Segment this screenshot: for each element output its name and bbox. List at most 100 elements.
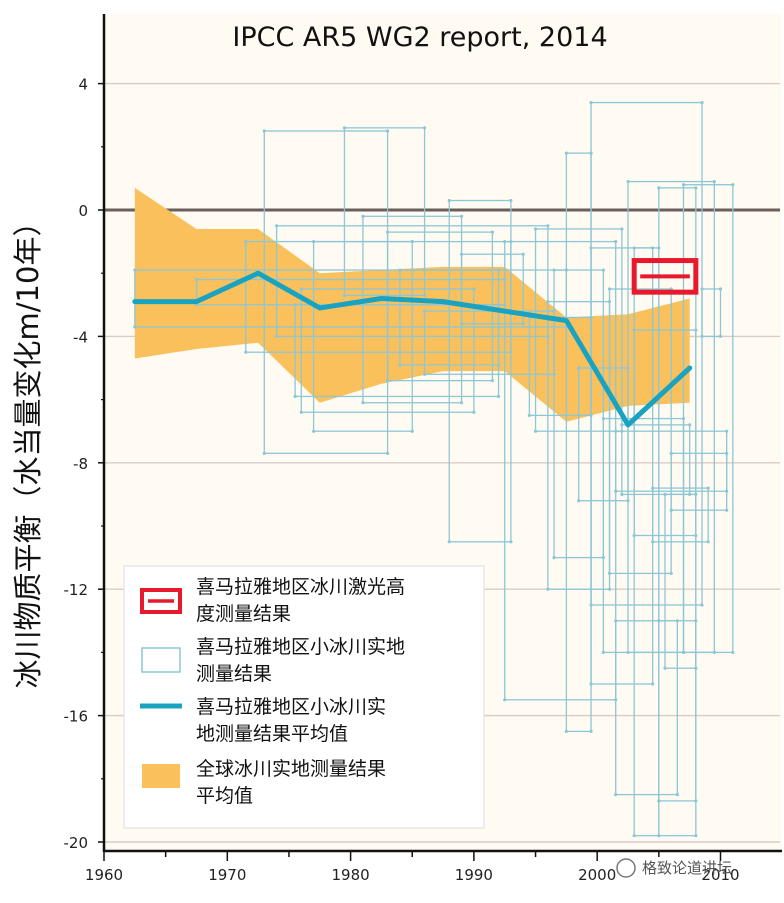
field-box-10-corner-1 — [490, 230, 494, 234]
y-tick-label-6: -20 — [64, 834, 89, 852]
field-box-34-corner-3 — [694, 834, 698, 838]
field-box-18-corner-3 — [607, 587, 612, 591]
x-tick-label-0: 1960 — [85, 866, 123, 884]
field-box-5-corner-0 — [293, 303, 297, 307]
field-box-27 — [615, 620, 678, 796]
field-box-14-corner-1 — [521, 252, 525, 256]
field-box-27-corner-0 — [614, 619, 618, 623]
field-box-26-corner-1 — [725, 429, 729, 433]
field-box-18-corner-0 — [546, 300, 550, 304]
field-box-8-corner-1 — [422, 126, 427, 130]
legend-label-3-line2: 平均值 — [196, 785, 253, 807]
field-box-37-corner-0 — [681, 183, 686, 187]
watermark-text: 格致论道讲坛 — [642, 859, 732, 877]
field-box-16-corner-2 — [527, 413, 531, 417]
field-box-10-corner-2 — [385, 379, 390, 383]
average-line — [132, 270, 693, 428]
field-box-23 — [590, 247, 654, 685]
field-box-8-corner-3 — [422, 293, 427, 297]
field-box-28 — [621, 424, 691, 496]
legend-box — [123, 565, 485, 829]
field-box-28-corner-1 — [688, 423, 692, 427]
field-box-6-corner-0 — [299, 287, 303, 291]
field-box-33-corner-1 — [694, 186, 698, 190]
field-box-0-corner-2 — [133, 325, 137, 329]
field-box-27-corner-2 — [614, 793, 618, 797]
legend-symbol-band — [142, 764, 180, 788]
field-box-5-corner-2 — [293, 394, 297, 399]
field-box-36-corner-1 — [725, 451, 729, 455]
field-box-13-corner-0 — [447, 198, 451, 203]
field-box-20-corner-2 — [564, 729, 568, 734]
field-box-20-corner-3 — [589, 729, 593, 734]
field-box-7-corner-0 — [312, 240, 316, 244]
field-box-31-corner-0 — [632, 246, 636, 250]
x-tick-label-2: 1980 — [332, 866, 370, 884]
field-box-8-corner-2 — [342, 293, 347, 297]
legend-rect-outline — [140, 588, 182, 614]
legend: 喜马拉雅地区冰川激光高度测量结果喜马拉雅地区小冰川实地测量结果喜马拉雅地区小冰川… — [123, 565, 485, 829]
laser-rect-outline — [631, 258, 699, 295]
field-box-37-corner-2 — [681, 650, 686, 655]
field-box-32-corner-2 — [651, 540, 655, 544]
field-box-15-corner-0 — [503, 240, 507, 244]
field-box-13-corner-1 — [509, 198, 513, 203]
y-tick-label-0: 4 — [78, 76, 88, 94]
field-box-27-corner-3 — [675, 793, 679, 797]
field-box-6-corner-1 — [472, 287, 476, 291]
field-box-11-corner-3 — [496, 363, 501, 367]
field-box-35-corner-1 — [694, 492, 698, 496]
field-box-14-corner-2 — [459, 322, 464, 326]
field-box-15-corner-2 — [503, 698, 507, 702]
field-box-36 — [670, 452, 728, 511]
legend-label-3-line1: 全球冰川实地测量结果 — [196, 758, 386, 780]
field-box-13 — [448, 199, 512, 543]
field-box-7-corner-1 — [410, 240, 414, 244]
field-box-11-corner-1 — [496, 268, 501, 272]
field-box-32-corner-1 — [706, 486, 710, 490]
x-tick-label-1: 1970 — [208, 866, 246, 884]
field-box-23-corner-3 — [651, 682, 655, 686]
field-box-25-corner-0 — [607, 287, 612, 291]
wechat-icon — [616, 858, 636, 878]
field-box-37-corner-1 — [731, 183, 735, 187]
field-box-14-corner-3 — [521, 322, 525, 326]
laser-altimetry-rect — [631, 258, 699, 295]
field-box-13-corner-2 — [447, 540, 451, 544]
field-box-4-corner-2 — [275, 334, 279, 338]
field-box-34-corner-0 — [657, 619, 661, 623]
y-tick-label-5: -16 — [64, 708, 89, 726]
field-box-18-corner-2 — [546, 587, 550, 591]
legend-symbol-boxes — [141, 647, 181, 673]
field-box-17-corner-2 — [533, 429, 538, 433]
field-box-38-corner-2 — [700, 334, 704, 338]
field-box-10 — [386, 231, 494, 382]
y-tick-label-3: -8 — [73, 455, 88, 473]
field-box-38 — [701, 288, 722, 338]
field-box-35-corner-2 — [663, 666, 667, 670]
field-box-32-corner-3 — [706, 540, 710, 544]
field-box-24-corner-2 — [601, 650, 605, 655]
field-box-7-corner-3 — [410, 429, 414, 433]
field-box-13-corner-3 — [509, 540, 513, 544]
field-box-35-corner-0 — [663, 492, 667, 496]
y-axis-label: 冰川物质平衡（水当量变化m/10年） — [11, 208, 45, 689]
field-box-21-corner-0 — [577, 366, 581, 370]
field-box-34-corner-2 — [657, 834, 661, 838]
field-box-6-corner-2 — [299, 410, 303, 414]
field-box-22-corner-0 — [589, 100, 593, 105]
axes: 1960 1970 1980 1990 2000 2010 4 0 -4 -8 -12 -16 -20 — [64, 14, 782, 884]
field-box-2-corner-0 — [244, 240, 248, 244]
small-glacier-average-line — [132, 270, 693, 428]
field-box-3-corner-2 — [262, 451, 266, 455]
field-box-19-corner-0 — [552, 268, 556, 272]
field-box-38-corner-1 — [718, 287, 723, 291]
field-box-22-corner-1 — [700, 100, 704, 105]
field-box-11-corner-0 — [398, 268, 402, 272]
field-box-9-corner-0 — [361, 214, 365, 218]
field-box-23-corner-0 — [589, 246, 593, 250]
watermark: 格致论道讲坛 — [616, 858, 732, 878]
field-box-2-corner-2 — [244, 350, 248, 354]
field-box-32 — [652, 487, 709, 543]
